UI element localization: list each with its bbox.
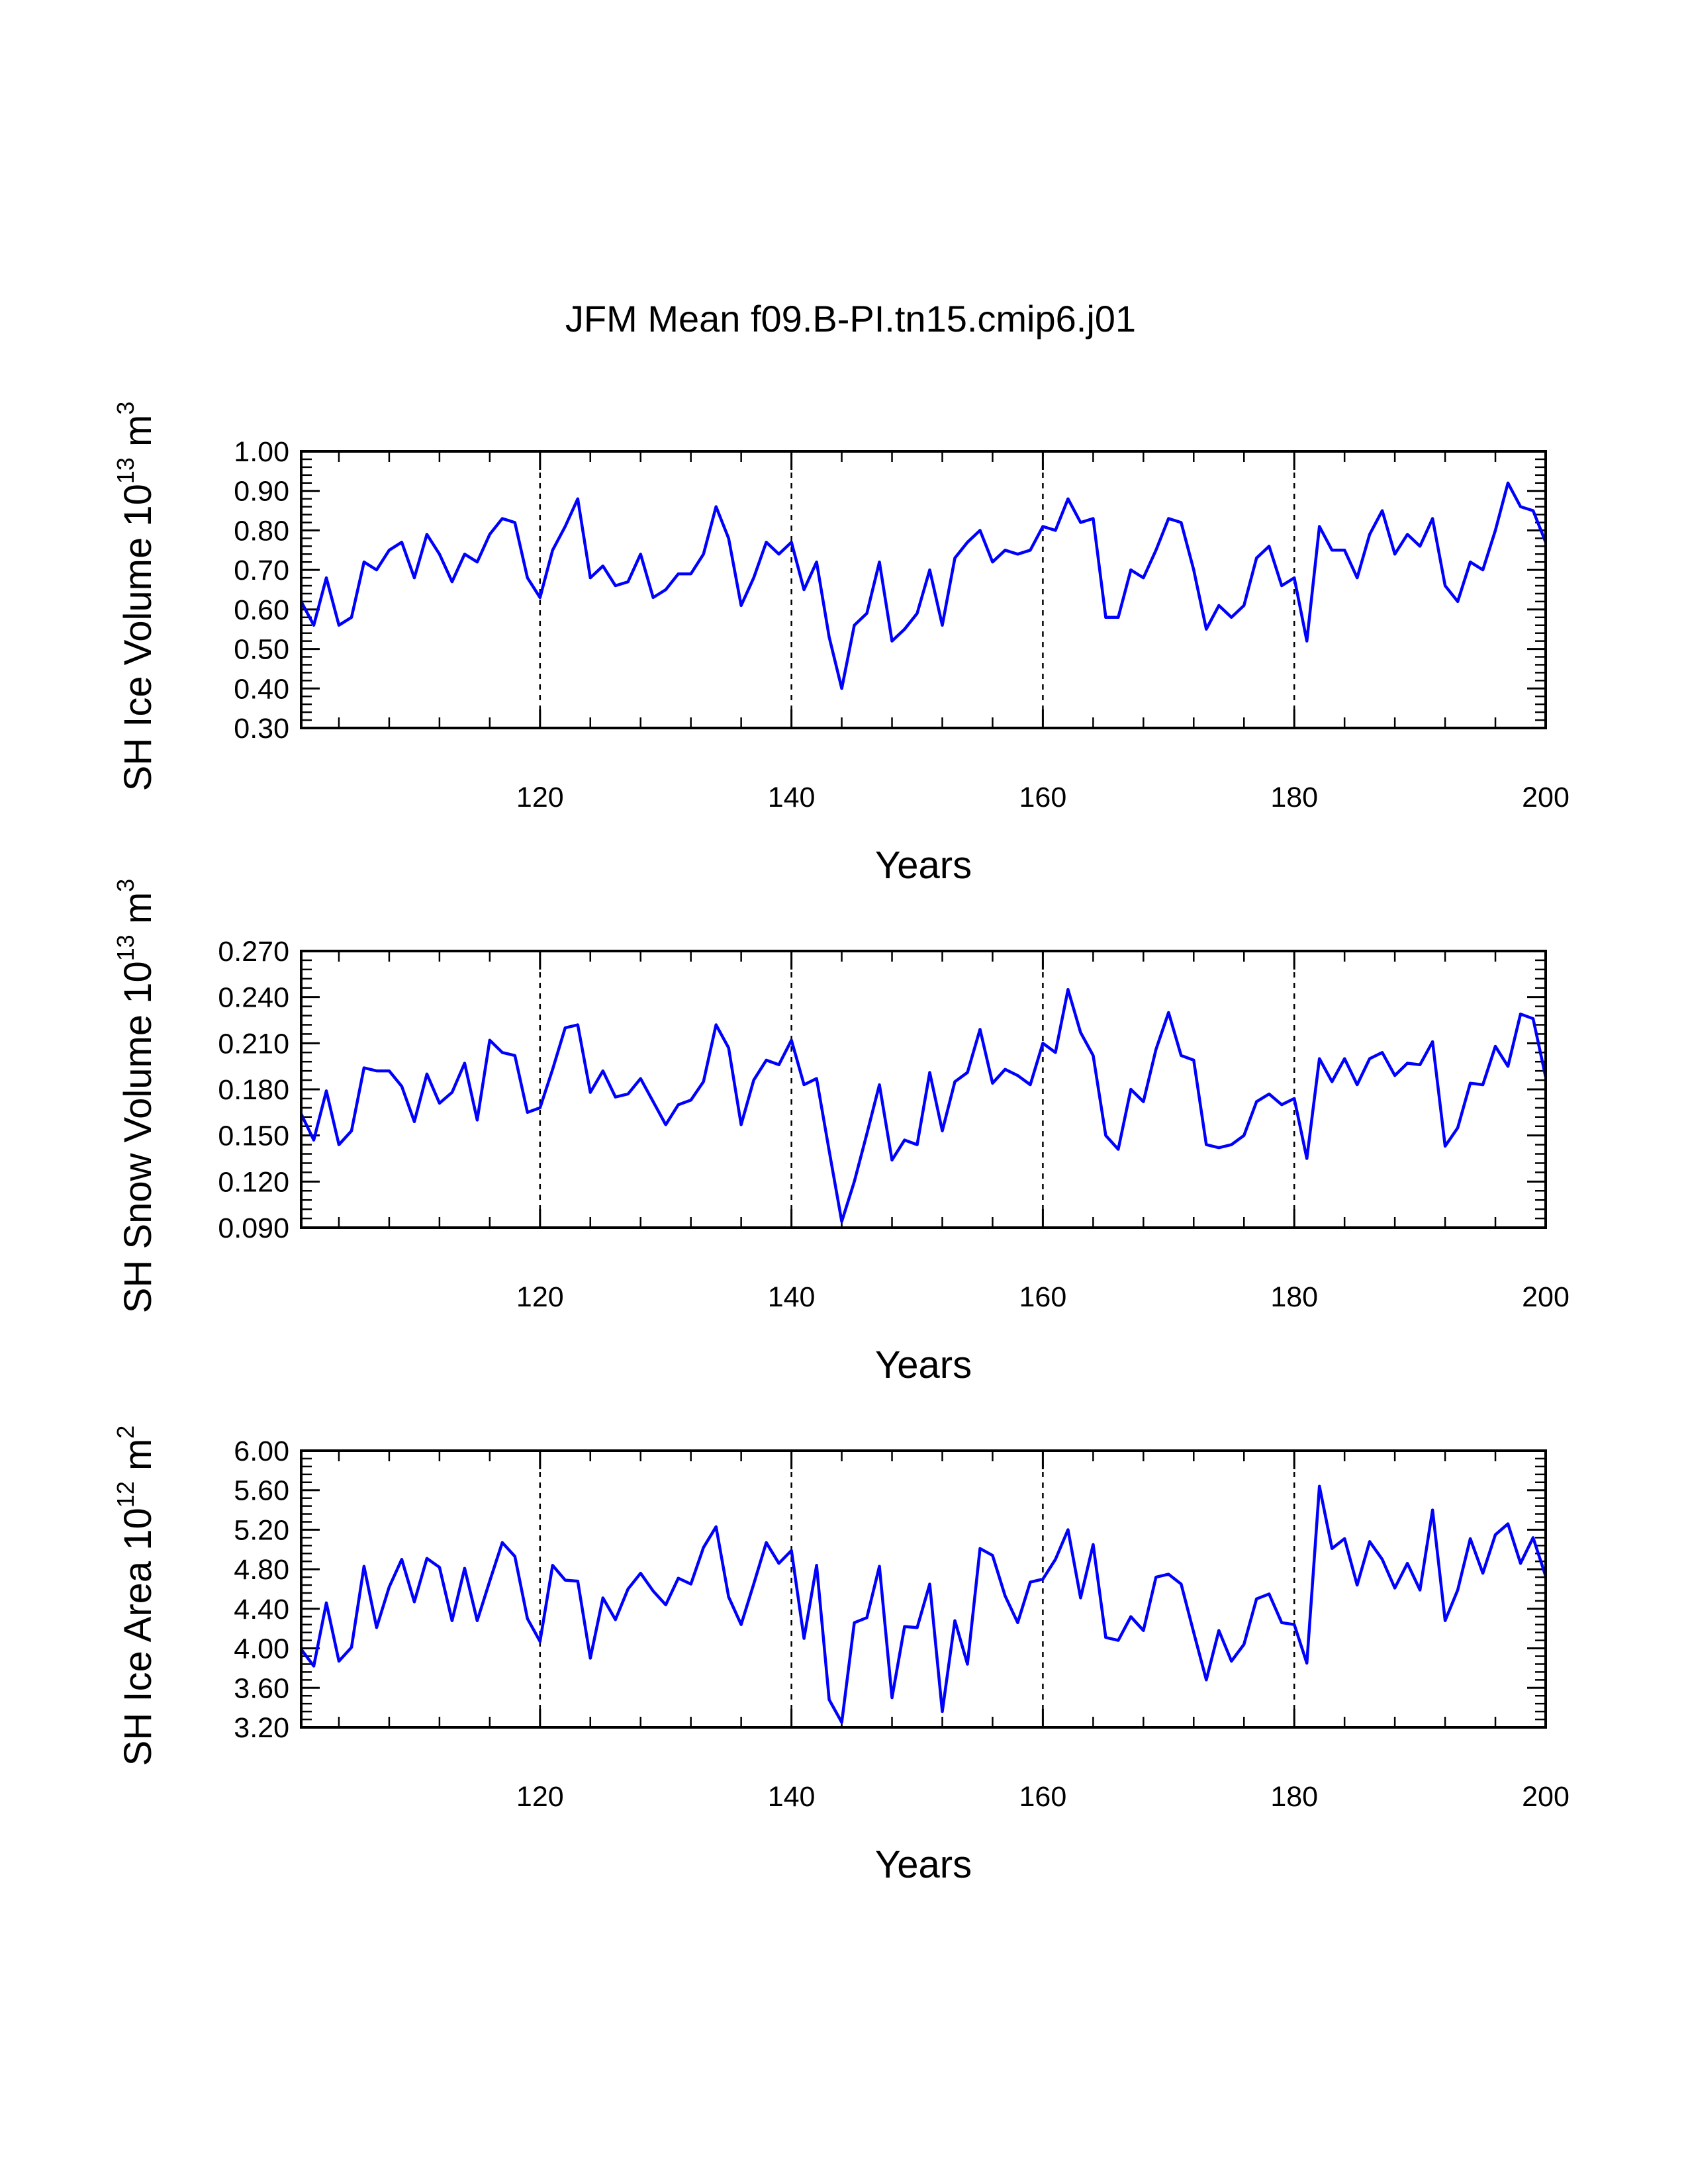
y-tick-label: 3.60 xyxy=(234,1672,289,1704)
x-tick-label: 120 xyxy=(516,1281,564,1313)
y-tick-label: 0.270 xyxy=(218,936,289,968)
y-tick-label: 0.50 xyxy=(234,634,289,666)
y-tick-label: 0.120 xyxy=(218,1166,289,1198)
y-axis-title-unit-exponent: 3 xyxy=(112,402,139,415)
y-axis-title: SH Ice Volume 1013 m3 xyxy=(112,402,160,792)
series-line xyxy=(300,1484,1548,1724)
y-axis-title-text: SH Ice Volume 10 xyxy=(117,484,160,791)
y-tick-label: 3.20 xyxy=(234,1712,289,1744)
y-tick-label: 0.30 xyxy=(234,713,289,745)
y-tick-label: 0.70 xyxy=(234,555,289,586)
y-axis-title-unit: m xyxy=(117,892,160,934)
y-tick-label: 0.90 xyxy=(234,476,289,508)
y-axis-title-text: SH Snow Volume 10 xyxy=(117,961,160,1313)
y-tick-label: 4.80 xyxy=(234,1554,289,1586)
x-tick-label: 200 xyxy=(1522,1781,1570,1813)
x-tick-label: 140 xyxy=(768,1781,816,1813)
y-tick-label: 1.00 xyxy=(234,436,289,468)
y-tick-label: 5.60 xyxy=(234,1475,289,1507)
panel-ice-area: 6.00 5.60 5.20 4.80 4.40 4.00 3.60 3.20 120 140 16… xyxy=(112,1426,1570,1886)
y-tick-label: 4.00 xyxy=(234,1633,289,1665)
y-axis-title-unit: m xyxy=(117,415,160,457)
y-tick-label: 4.40 xyxy=(234,1594,289,1625)
x-axis-title: Years xyxy=(875,1843,972,1886)
y-axis-title-exponent: 13 xyxy=(112,934,139,961)
y-tick-label: 0.60 xyxy=(234,594,289,626)
x-tick-label: 120 xyxy=(516,782,564,813)
x-tick-label: 160 xyxy=(1019,782,1067,813)
x-tick-label: 140 xyxy=(768,782,816,813)
y-tick-label: 6.00 xyxy=(234,1435,289,1467)
y-axis-title: SH Ice Area 1012 m2 xyxy=(112,1426,160,1766)
x-tick-label: 200 xyxy=(1522,1281,1570,1313)
y-tick-label: 5.20 xyxy=(234,1514,289,1546)
y-tick-label: 0.150 xyxy=(218,1120,289,1152)
panel-snow-volume: 0.270 0.240 0.210 0.180 0.150 0.120 0.090 120 14… xyxy=(112,879,1570,1387)
y-tick-label: 0.180 xyxy=(218,1074,289,1106)
plot-frame xyxy=(300,1449,1547,1729)
y-tick-label: 0.090 xyxy=(218,1212,289,1244)
y-axis-title-exponent: 12 xyxy=(112,1481,139,1508)
y-axis-title-unit: m xyxy=(117,1439,160,1481)
x-tick-label: 120 xyxy=(516,1781,564,1813)
y-axis-title-unit-exponent: 2 xyxy=(112,1426,139,1439)
series-line xyxy=(300,481,1548,690)
x-tick-label: 180 xyxy=(1270,1281,1318,1313)
series-line xyxy=(299,987,1548,1223)
y-axis-title-unit-exponent: 3 xyxy=(112,879,139,892)
y-axis-title-text: SH Ice Area 10 xyxy=(117,1508,160,1766)
x-tick-label: 180 xyxy=(1270,1781,1318,1813)
x-tick-label: 200 xyxy=(1522,782,1570,813)
plot-frame xyxy=(300,450,1547,729)
x-tick-label: 180 xyxy=(1270,782,1318,813)
figure-title: JFM Mean f09.B-PI.tn15.cmip6.j01 xyxy=(565,298,1136,340)
y-axis-title-exponent: 13 xyxy=(112,457,139,484)
x-tick-label: 140 xyxy=(768,1281,816,1313)
x-axis-title: Years xyxy=(875,844,972,887)
y-tick-label: 0.40 xyxy=(234,673,289,705)
y-tick-label: 0.80 xyxy=(234,515,289,547)
x-tick-label: 160 xyxy=(1019,1781,1067,1813)
x-tick-label: 160 xyxy=(1019,1281,1067,1313)
plot-frame xyxy=(300,950,1547,1229)
x-axis-title: Years xyxy=(875,1343,972,1387)
y-axis-title: SH Snow Volume 1013 m3 xyxy=(112,879,160,1313)
y-tick-label: 0.240 xyxy=(218,982,289,1014)
y-tick-label: 0.210 xyxy=(218,1028,289,1060)
panel-ice-volume: 1.00 0.90 0.80 0.70 0.60 0.50 0.40 0.30 120 140 16… xyxy=(112,402,1570,887)
